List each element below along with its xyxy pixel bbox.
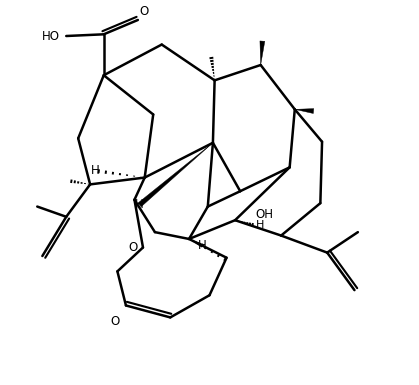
Text: OH: OH [256, 208, 274, 221]
Polygon shape [260, 41, 265, 65]
Polygon shape [138, 143, 213, 207]
Polygon shape [295, 109, 314, 114]
Text: H: H [198, 239, 207, 252]
Text: O: O [128, 241, 137, 254]
Text: H: H [256, 220, 264, 230]
Text: O: O [140, 5, 149, 18]
Text: O: O [110, 315, 119, 328]
Text: HO: HO [41, 30, 59, 42]
Text: H: H [135, 198, 144, 211]
Text: H: H [91, 164, 100, 177]
